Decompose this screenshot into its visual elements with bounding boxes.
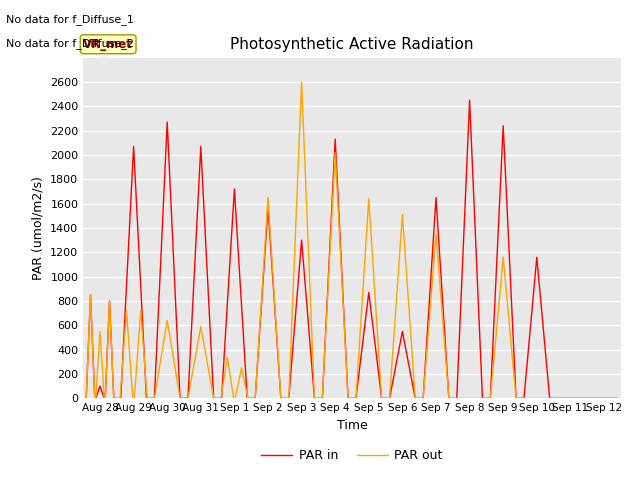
PAR out (176, 396, 184, 401)
PAR out (298, 79, 305, 85)
PAR out (613, 396, 621, 401)
PAR in (466, 97, 474, 103)
Y-axis label: PAR (umol/m2/s): PAR (umol/m2/s) (31, 176, 45, 280)
PAR in (613, 396, 621, 401)
PAR in (117, 396, 125, 401)
PAR out (123, 308, 131, 313)
PAR in (243, 396, 251, 401)
PAR out (378, 396, 385, 401)
PAR in (365, 289, 372, 295)
PAR out (197, 324, 205, 329)
Legend: PAR in, PAR out: PAR in, PAR out (256, 444, 448, 467)
PAR out (150, 396, 158, 401)
X-axis label: Time: Time (337, 419, 367, 432)
Text: No data for f_Diffuse_1: No data for f_Diffuse_1 (6, 14, 134, 25)
Text: No data for f_Diffuse_2: No data for f_Diffuse_2 (6, 38, 134, 49)
PAR out (83, 396, 90, 401)
PAR in (344, 396, 352, 401)
Line: PAR out: PAR out (86, 82, 617, 398)
Title: Photosynthetic Active Radiation: Photosynthetic Active Radiation (230, 37, 474, 52)
PAR in (419, 396, 427, 401)
PAR in (378, 396, 385, 401)
Text: VR_met: VR_met (83, 38, 133, 51)
PAR in (83, 396, 90, 401)
PAR out (210, 396, 218, 401)
Line: PAR in: PAR in (86, 100, 617, 398)
